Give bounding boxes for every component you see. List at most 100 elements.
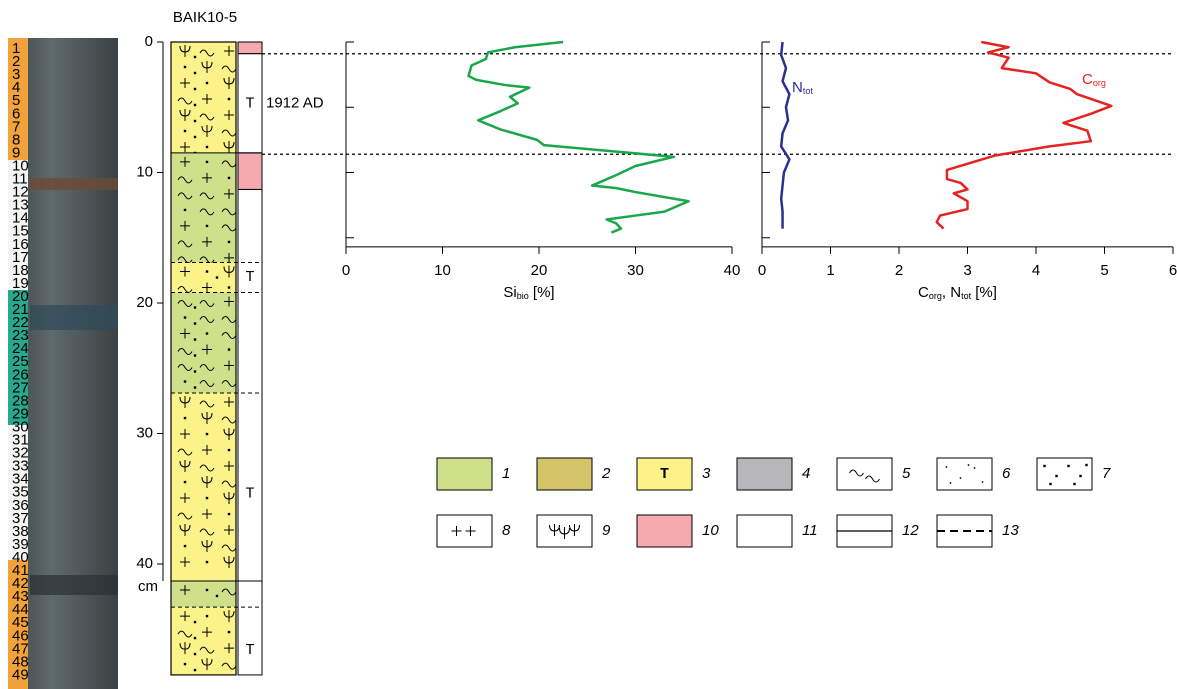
symbol [223, 556, 235, 569]
symbol [193, 103, 197, 107]
symbol [223, 428, 235, 441]
lithology-layer [171, 152, 236, 263]
sample-interval [237, 53, 263, 154]
symbol [205, 588, 209, 592]
symbol [193, 652, 197, 656]
legend-swatch [1036, 457, 1093, 491]
tephra-label: T [245, 269, 254, 286]
ruler-number: 40 [12, 549, 29, 566]
column-frame [170, 41, 237, 676]
ruler-number: 16 [12, 236, 29, 253]
symbol [199, 208, 215, 216]
symbol [199, 113, 215, 121]
x-tick-label: 0 [758, 262, 766, 279]
symbol [221, 224, 237, 232]
symbol [201, 412, 213, 425]
symbol [177, 286, 193, 294]
legend-swatch [636, 514, 693, 548]
symbol [202, 509, 212, 520]
symbol [183, 65, 187, 69]
symbol [967, 464, 970, 466]
ruler [8, 560, 28, 689]
ruler-number: 7 [12, 118, 20, 135]
symbol [205, 224, 209, 228]
symbol [201, 540, 213, 553]
ruler-number: 31 [12, 432, 29, 449]
symbol [1085, 463, 1088, 467]
symbol [179, 396, 191, 409]
symbol [224, 525, 234, 536]
age-label: 1912 AD [266, 94, 324, 111]
x-tick-label: 4 [1032, 262, 1040, 279]
legend-label: 13 [1002, 522, 1019, 539]
symbol [180, 493, 190, 504]
symbol [180, 220, 190, 231]
symbol [201, 658, 213, 671]
ruler-number: 2 [12, 53, 20, 70]
x-axis-label-part: tot [961, 291, 972, 301]
sample-interval [237, 152, 263, 190]
ruler-number: 23 [12, 327, 29, 344]
ruler-number: 26 [12, 366, 29, 383]
symbol [224, 188, 234, 199]
swatch-box [736, 457, 793, 491]
swatch-box [636, 457, 693, 491]
ruler-number: 45 [12, 614, 29, 631]
symbol [223, 492, 235, 505]
legend-swatch [736, 514, 793, 548]
layer-pattern [177, 265, 235, 295]
core-title: BAIK10-5 [173, 9, 237, 26]
legend-swatch [436, 457, 493, 491]
ruler-number: 25 [12, 353, 29, 370]
symbol [193, 322, 197, 325]
symbol [183, 662, 187, 666]
x-axis-label-part: Si [503, 284, 516, 301]
depth-tick-label: 40 [136, 555, 153, 572]
symbol [221, 662, 237, 670]
symbol [224, 397, 234, 408]
symbol [224, 360, 234, 371]
legend-swatch [836, 457, 893, 491]
symbol [549, 524, 560, 536]
symbol [177, 448, 193, 456]
symbol [177, 192, 193, 200]
symbol [221, 416, 237, 424]
symbol [227, 176, 231, 180]
ruler [8, 38, 28, 160]
symbol [224, 643, 234, 654]
legend-label: 7 [1102, 465, 1111, 482]
x-axis-label-part: [%] [971, 284, 997, 301]
symbol [865, 475, 880, 483]
series-line [467, 40, 690, 234]
ruler-number: 44 [12, 601, 29, 618]
ruler-number: 37 [12, 510, 29, 527]
legend-swatch [536, 457, 593, 491]
symbol [202, 627, 212, 638]
ruler-number: 8 [12, 131, 20, 148]
symbol [1067, 464, 1070, 468]
symbol [177, 364, 193, 372]
symbol [223, 141, 235, 153]
x-axis-label-part: bio [517, 291, 529, 301]
symbol [202, 236, 212, 247]
x-tick-label: 1 [826, 262, 834, 279]
symbol [221, 332, 237, 340]
symbol [221, 65, 237, 73]
ruler-number: 15 [12, 223, 29, 240]
lithology-layer [171, 607, 236, 675]
symbol [180, 142, 190, 152]
legend-swatch [536, 514, 593, 548]
symbol [179, 524, 191, 537]
ruler-number: 17 [12, 249, 29, 266]
symbol [193, 71, 197, 75]
symbol [183, 380, 187, 383]
sample-interval [237, 188, 263, 676]
x-tick-label: 40 [724, 262, 741, 279]
photo-band [30, 178, 118, 190]
symbol [180, 78, 190, 88]
x-tick-label: 3 [963, 262, 971, 279]
photo-band [30, 575, 118, 595]
legend-label: 3 [702, 465, 711, 482]
symbol [224, 461, 234, 472]
